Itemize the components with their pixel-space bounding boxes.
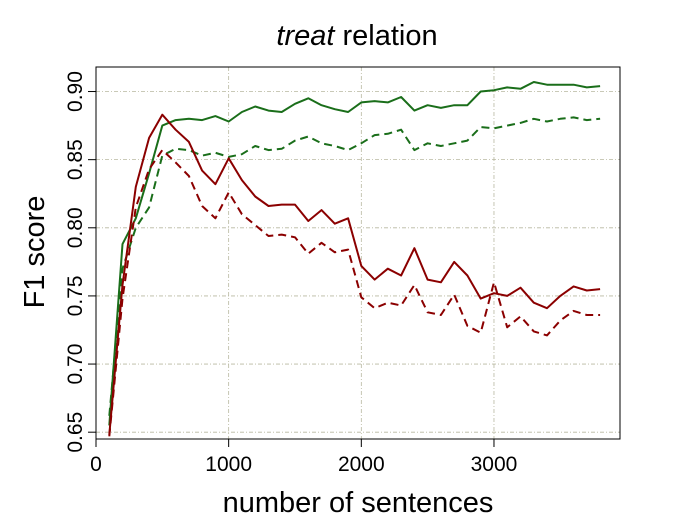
gridlines bbox=[95, 67, 620, 439]
y-tick-label: 0.75 bbox=[64, 275, 87, 316]
x-axis-label: number of sentences bbox=[223, 487, 494, 519]
chart-title-emphasis: treat bbox=[276, 20, 336, 52]
chart-title: treat relation bbox=[276, 20, 437, 52]
y-axis-label: F1 score bbox=[19, 196, 51, 309]
y-tick-label: 0.80 bbox=[64, 207, 87, 248]
x-tick-label: 0 bbox=[90, 453, 102, 476]
y-tick-label: 0.65 bbox=[64, 412, 87, 453]
series-lines bbox=[108, 81, 601, 437]
series-line-0 bbox=[108, 81, 601, 426]
y-axis-ticks: 0.65 0.70 0.75 0.80 0.85 0.90 bbox=[64, 71, 96, 453]
y-tick-label: 0.85 bbox=[64, 139, 87, 180]
chart-title-rest: relation bbox=[334, 20, 437, 52]
x-tick-label: 3000 bbox=[471, 453, 518, 476]
series-line-2 bbox=[108, 113, 601, 435]
x-tick-label: 2000 bbox=[338, 453, 385, 476]
series-line-3 bbox=[108, 149, 601, 437]
x-axis-ticks: 0 1000 2000 3000 bbox=[90, 439, 517, 476]
y-tick-label: 0.70 bbox=[64, 344, 87, 385]
plot-frame bbox=[95, 66, 621, 440]
y-tick-label: 0.90 bbox=[64, 71, 87, 112]
x-tick-label: 1000 bbox=[205, 453, 252, 476]
series-line-1 bbox=[108, 116, 601, 416]
